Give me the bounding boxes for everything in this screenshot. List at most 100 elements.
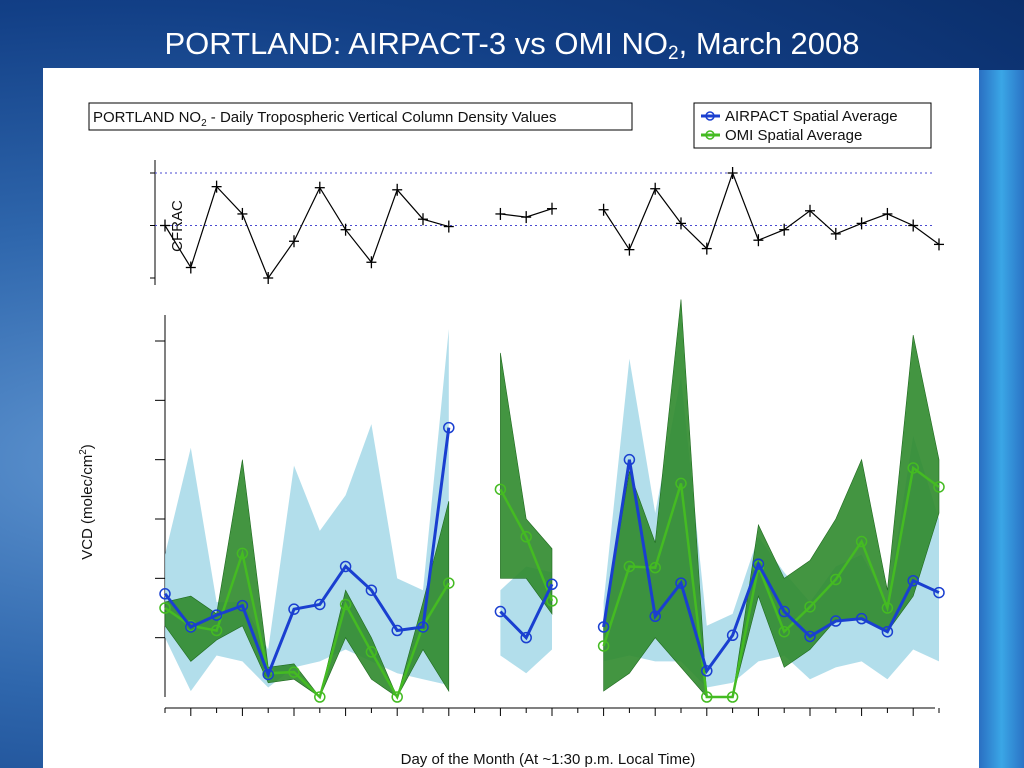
- airpact-series-line: [499, 583, 554, 641]
- cfrac-point: [547, 202, 557, 215]
- cfrac-point: [211, 180, 222, 193]
- legend-item-airpact: AIRPACT Spatial Average: [701, 108, 898, 125]
- cfrac-point: [830, 227, 841, 240]
- omi-data-point: [623, 560, 636, 573]
- omi-data-point: [391, 691, 403, 703]
- cfrac-point: [521, 211, 532, 224]
- cfrac-series-line: [164, 185, 449, 280]
- airpact-data-point: [365, 584, 378, 596]
- airpact-data-point: [546, 578, 558, 591]
- omi-data-point: [778, 625, 790, 638]
- vcd-axis-label-tail: ): [79, 444, 96, 449]
- cfrac-point: [237, 207, 248, 220]
- cfrac-point: [598, 203, 609, 216]
- airpact-data-point: [262, 668, 274, 681]
- omi-data-point: [881, 602, 894, 614]
- legend-label-omi: OMI Spatial Average: [725, 127, 862, 144]
- omi-data-point: [933, 481, 945, 493]
- airpact-data-point: [159, 588, 171, 600]
- airpact-data-point: [804, 630, 816, 643]
- cfrac-point: [882, 207, 893, 220]
- cfrac-point: [289, 235, 299, 248]
- omi-data-point: [830, 573, 842, 586]
- cfrac-point: [727, 167, 738, 179]
- airpact-data-point: [417, 621, 429, 633]
- omi-data-point: [701, 691, 713, 703]
- cfrac-point: [340, 223, 351, 236]
- cfrac-point: [366, 256, 377, 269]
- airpact-data-point: [443, 421, 455, 434]
- airpact-data-point: [494, 605, 507, 618]
- omi-data-point: [288, 666, 300, 678]
- airpact-data-point: [185, 621, 197, 633]
- slide-background-accent: [979, 70, 1024, 768]
- chart-title-tail: - Daily Tropospheric Vertical Column Den…: [207, 109, 557, 126]
- cfrac-point: [753, 234, 764, 247]
- cfrac-point: [443, 220, 454, 233]
- airpact-data-point: [339, 560, 352, 573]
- cfrac-point: [263, 272, 274, 284]
- cfrac-point: [495, 207, 506, 220]
- omi-data-point: [210, 624, 223, 637]
- airpact-data-point: [210, 609, 223, 621]
- omi-data-point: [597, 640, 610, 652]
- airpact-data-point: [288, 603, 300, 615]
- slide-title-tail: , March 2008: [678, 26, 860, 61]
- airpact-data-point: [830, 615, 842, 627]
- vcd-axis-label-superscript: 2: [78, 449, 89, 455]
- cfrac-point: [650, 182, 661, 195]
- chart-canvas: PORTLAND NO2 - Daily Tropospheric Vertic…: [78, 102, 945, 768]
- airpact-data-point: [855, 612, 868, 625]
- omi-data-point: [236, 547, 249, 560]
- omi-data-point: [726, 691, 739, 703]
- cfrac-panel: CFRAC: [150, 160, 944, 285]
- omi-data-point: [314, 691, 326, 703]
- airpact-data-point: [236, 599, 249, 612]
- cfrac-point: [934, 238, 944, 251]
- omi-data-point: [443, 577, 455, 589]
- omi-data-point: [675, 477, 687, 490]
- airpact-data-point: [520, 631, 532, 644]
- legend-box: [693, 102, 932, 149]
- airpact-data-point: [314, 598, 326, 611]
- legend-marker-omi: [705, 130, 715, 140]
- airpact-data-point: [623, 453, 636, 466]
- omi-data-point: [649, 561, 661, 574]
- legend-item-omi: OMI Spatial Average: [701, 127, 862, 144]
- omi-series-line: [499, 488, 554, 602]
- omi-data-point: [804, 601, 816, 613]
- cfrac-point: [418, 213, 428, 226]
- omi-data-point: [494, 483, 507, 496]
- chart-title: PORTLAND NO2 - Daily Tropospheric Vertic…: [93, 109, 557, 129]
- cfrac-point: [701, 242, 712, 255]
- vcd-axis-label: VCD (molec/cm2): [78, 444, 96, 560]
- cfrac-point: [908, 219, 919, 232]
- omi-data-point: [339, 598, 352, 611]
- airpact-data-point: [701, 665, 713, 677]
- airpact-data-point: [675, 577, 687, 589]
- cfrac-point: [624, 243, 635, 256]
- cfrac-point: [185, 261, 196, 274]
- airpact-data-point: [726, 629, 739, 642]
- omi-data-point: [855, 535, 868, 548]
- cfrac-point: [392, 183, 403, 196]
- omi-data-point: [907, 462, 919, 474]
- chart-title-main: PORTLAND NO: [93, 109, 201, 126]
- omi-data-point: [546, 595, 558, 607]
- omi-data-point: [365, 646, 378, 658]
- chart-title-box: [88, 102, 633, 131]
- x-axis-label: Day of the Month (At ~1:30 p.m. Local Ti…: [401, 751, 696, 768]
- airpact-data-point: [752, 558, 765, 570]
- legend-label-airpact: AIRPACT Spatial Average: [725, 108, 898, 125]
- cfrac-point: [805, 204, 815, 217]
- chart-panel: PORTLAND NO2 - Daily Tropospheric Vertic…: [43, 68, 979, 768]
- omi-data-point: [520, 531, 532, 543]
- chart-title-subscript: 2: [201, 118, 207, 129]
- airpact-data-point: [597, 621, 610, 633]
- cfrac-point: [856, 217, 867, 230]
- airpact-data-point: [391, 624, 403, 637]
- cfrac-point: [314, 181, 325, 194]
- cfrac-point: [160, 219, 170, 232]
- cfrac-point: [779, 223, 790, 236]
- airpact-data-point: [881, 625, 894, 638]
